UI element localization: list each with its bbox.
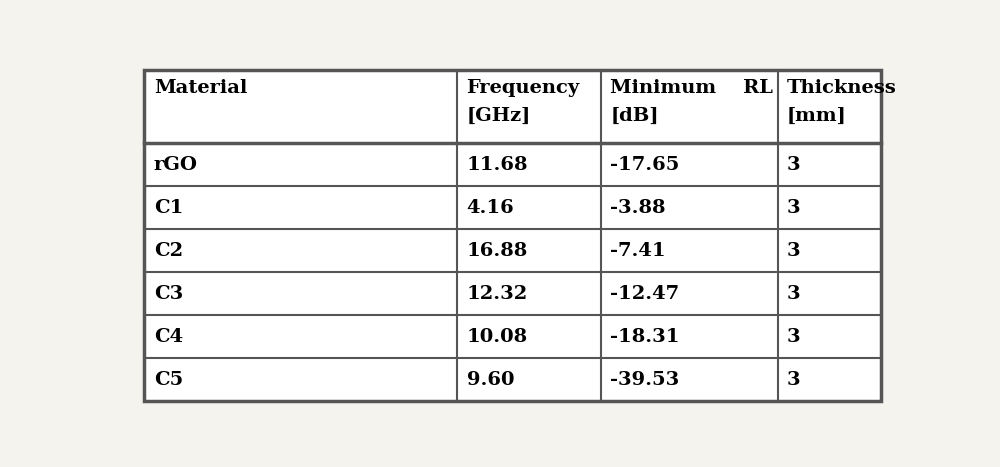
- Text: Thickness: Thickness: [787, 79, 897, 98]
- Text: [mm]: [mm]: [787, 106, 847, 125]
- Text: Frequency: Frequency: [467, 79, 580, 98]
- Text: 3: 3: [787, 328, 800, 346]
- Text: [dB]: [dB]: [610, 106, 659, 125]
- Text: -39.53: -39.53: [610, 371, 679, 389]
- Text: 11.68: 11.68: [467, 156, 528, 174]
- Text: 3: 3: [787, 285, 800, 303]
- Text: -7.41: -7.41: [610, 242, 666, 260]
- Text: C1: C1: [154, 199, 183, 217]
- Text: -12.47: -12.47: [610, 285, 679, 303]
- Text: -18.31: -18.31: [610, 328, 680, 346]
- Text: C3: C3: [154, 285, 183, 303]
- Text: C4: C4: [154, 328, 183, 346]
- Text: C2: C2: [154, 242, 183, 260]
- Text: rGO: rGO: [154, 156, 198, 174]
- Text: C5: C5: [154, 371, 183, 389]
- Text: 12.32: 12.32: [467, 285, 528, 303]
- Text: Minimum    RL: Minimum RL: [610, 79, 773, 98]
- Text: 3: 3: [787, 242, 800, 260]
- Text: 16.88: 16.88: [467, 242, 528, 260]
- Text: 3: 3: [787, 371, 800, 389]
- Text: 4.16: 4.16: [467, 199, 514, 217]
- Text: -17.65: -17.65: [610, 156, 680, 174]
- Text: [GHz]: [GHz]: [467, 106, 531, 125]
- Text: 10.08: 10.08: [467, 328, 528, 346]
- Text: 9.60: 9.60: [467, 371, 514, 389]
- Text: Material: Material: [154, 79, 247, 98]
- Text: 3: 3: [787, 156, 800, 174]
- Text: -3.88: -3.88: [610, 199, 666, 217]
- Text: 3: 3: [787, 199, 800, 217]
